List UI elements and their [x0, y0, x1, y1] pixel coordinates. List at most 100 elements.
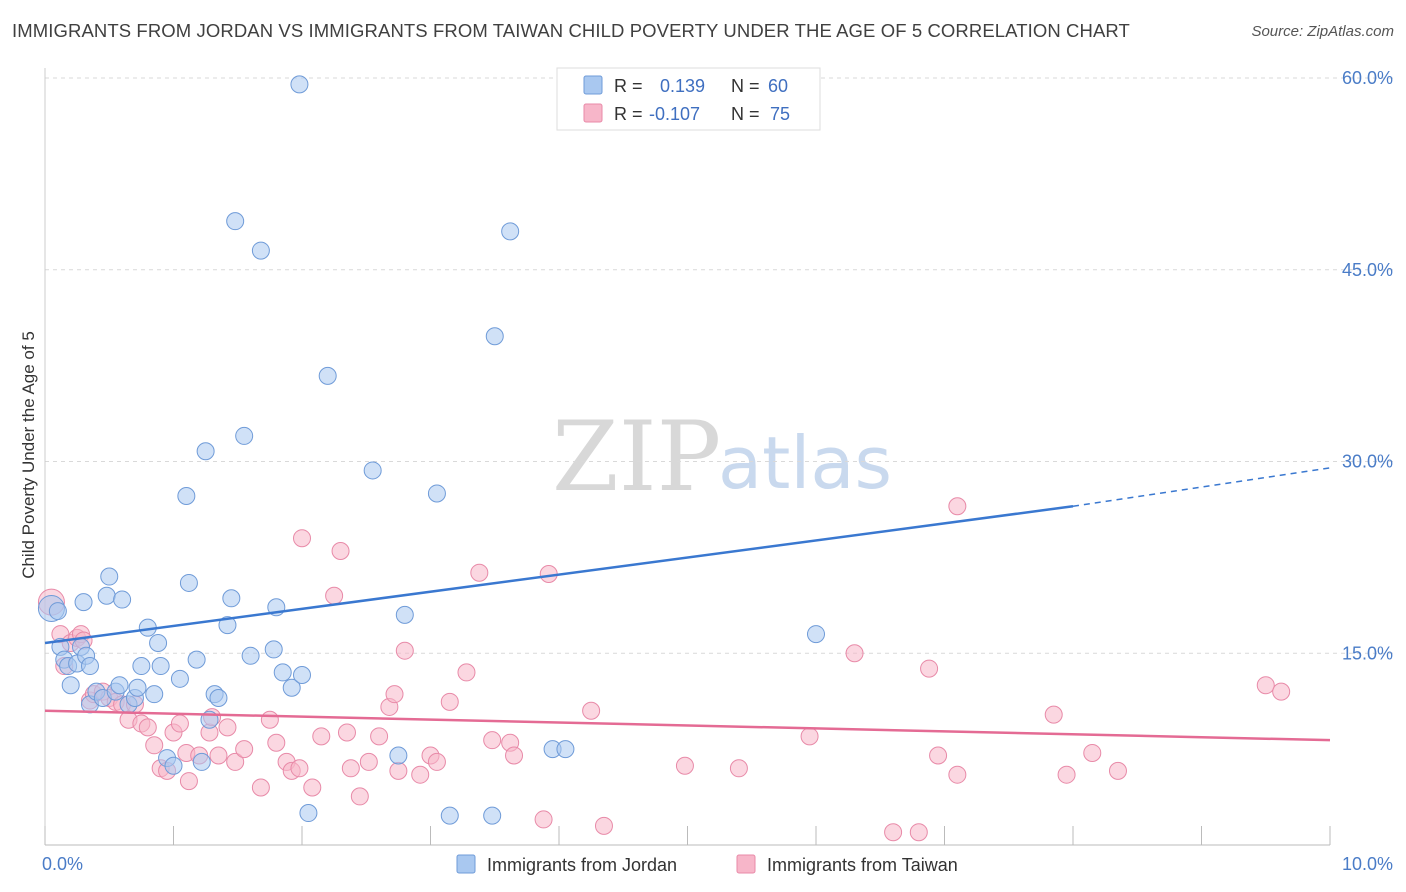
jordan-point [556, 740, 575, 759]
taiwan-point [884, 823, 903, 842]
taiwan-point [675, 756, 694, 775]
y-tick-label: 30.0% [1342, 452, 1393, 472]
taiwan-point [948, 497, 967, 516]
taiwan-point [440, 692, 459, 711]
taiwan-point [226, 752, 245, 771]
jordan-point [149, 634, 168, 653]
x-tick-label: 10.0% [1342, 854, 1393, 874]
y-tick-label: 60.0% [1342, 68, 1393, 88]
jordan-point [241, 646, 260, 665]
jordan-point [48, 602, 67, 621]
legend-r-value-taiwan: -0.107 [649, 104, 700, 124]
jordan-point [293, 665, 311, 684]
jordan-point [100, 567, 119, 586]
taiwan-point [929, 746, 948, 765]
taiwan-point [800, 727, 819, 746]
jordan-point [132, 657, 151, 676]
bottom-legend-swatch-taiwan [736, 854, 756, 874]
tick-labels: 15.0% 30.0% 45.0% 60.0% 0.0% 10.0% [42, 68, 1393, 874]
taiwan-point [341, 759, 360, 778]
legend-swatch-taiwan [583, 103, 603, 123]
legend-r-label-jordan: R = [614, 76, 643, 96]
taiwan-point [395, 641, 414, 660]
taiwan-point [312, 727, 331, 746]
taiwan-point [337, 723, 356, 742]
taiwan-point [1057, 765, 1076, 784]
taiwan-point [145, 736, 164, 755]
taiwan-point [385, 685, 404, 704]
taiwan-point [389, 761, 408, 780]
legend-n-value-jordan: 60 [768, 76, 788, 96]
legend-r-value-jordan: 0.139 [660, 76, 705, 96]
jordan-point [363, 461, 382, 480]
jordan-point [97, 586, 116, 605]
jordan-point [501, 222, 520, 241]
taiwan-point [359, 752, 378, 771]
legend-n-label-jordan: N = [731, 76, 760, 96]
taiwan-point [331, 541, 350, 560]
jordan-point [177, 487, 196, 506]
axes [44, 68, 1331, 846]
jordan-point [318, 366, 337, 385]
y-axis-label: Child Poverty Under the Age of 5 [19, 331, 38, 579]
grid-lines [45, 77, 1395, 654]
jordan-point [483, 806, 502, 825]
jordan-point [151, 657, 170, 676]
jordan-point [196, 442, 215, 461]
legend-swatch-jordan [583, 75, 603, 95]
taiwan-point [370, 727, 389, 746]
taiwan-point [411, 765, 430, 784]
bottom-legend-label-taiwan: Immigrants from Taiwan [767, 855, 958, 875]
taiwan-point [845, 644, 864, 663]
taiwan-point [1272, 682, 1291, 701]
jordan-point [128, 678, 147, 697]
jordan-point [273, 663, 292, 682]
taiwan-point [1108, 761, 1127, 780]
bottom-legend-swatch-jordan [456, 854, 476, 874]
jordan-point [61, 676, 80, 695]
jordan-point [299, 804, 318, 823]
taiwan-point [1044, 705, 1063, 724]
taiwan-point [427, 752, 446, 771]
taiwan-point [534, 810, 553, 829]
jordan-point [113, 590, 132, 609]
taiwan-point [470, 563, 489, 582]
taiwan-point [267, 733, 286, 752]
jordan-point [179, 573, 198, 592]
jordan-points [37, 75, 825, 825]
taiwan-point [920, 659, 939, 678]
jordan-trend-line [44, 505, 1074, 645]
taiwan-point [138, 718, 157, 737]
taiwan-point [948, 765, 967, 784]
jordan-point [427, 484, 446, 503]
jordan-point [389, 746, 408, 765]
taiwan-point [170, 714, 189, 733]
jordan-trend-extension [1072, 467, 1331, 507]
jordan-point [235, 426, 254, 445]
taiwan-point [729, 759, 748, 778]
jordan-point [226, 212, 245, 231]
jordan-point [290, 75, 309, 94]
taiwan-point [325, 586, 344, 605]
jordan-point [395, 605, 414, 624]
taiwan-point [290, 759, 309, 778]
taiwan-point [582, 701, 601, 720]
y-tick-label: 15.0% [1342, 643, 1393, 663]
taiwan-points [37, 497, 1291, 842]
taiwan-point [483, 731, 502, 750]
bottom-legend-label-jordan: Immigrants from Jordan [487, 855, 677, 875]
jordan-point [164, 756, 183, 775]
jordan-point [187, 650, 206, 669]
taiwan-point [1256, 676, 1275, 695]
taiwan-point [235, 740, 254, 759]
trend-lines [44, 467, 1331, 742]
jordan-point [192, 752, 211, 771]
jordan-point [145, 685, 164, 704]
jordan-point [282, 678, 301, 697]
jordan-point [485, 327, 504, 346]
y-tick-label: 45.0% [1342, 260, 1393, 280]
taiwan-point [218, 718, 237, 737]
taiwan-point [457, 663, 476, 682]
taiwan-point [303, 778, 322, 797]
